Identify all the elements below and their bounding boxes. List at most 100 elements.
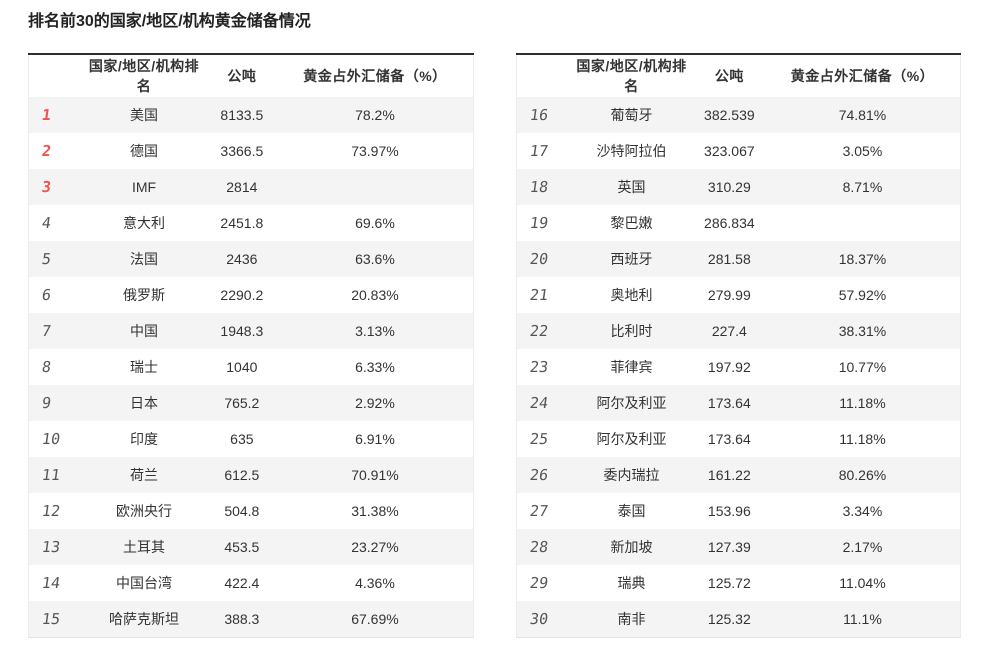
table-row: 1 美国 8133.5 78.2% bbox=[28, 97, 473, 133]
rank-cell: 23 bbox=[516, 349, 569, 385]
rank-number: 24 bbox=[528, 394, 549, 412]
table-row: 24 阿尔及利亚 173.64 11.18% bbox=[516, 385, 961, 421]
rank-cell: 17 bbox=[516, 133, 569, 169]
table-row: 6 俄罗斯 2290.2 20.83% bbox=[29, 277, 474, 313]
rank-number: 11 bbox=[40, 466, 62, 484]
rank-number: 15 bbox=[40, 609, 62, 628]
rank-number: 29 bbox=[528, 574, 549, 592]
rank-cell: 28 bbox=[516, 529, 569, 565]
rank-number: 4 bbox=[40, 214, 53, 232]
tonnes-cell: 173.64 bbox=[707, 395, 751, 411]
tonnes-cell: 125.32 bbox=[707, 610, 751, 627]
rank-number: 2 bbox=[40, 142, 53, 160]
tonnes-cell: 286.834 bbox=[704, 215, 755, 231]
table-body-1: 1 美国 8133.5 78.2% 2 德国 3366.5 73.97% 3 IMF 2814 4 意大… bbox=[28, 97, 474, 637]
table-row: 11 荷兰 612.5 70.91% bbox=[28, 457, 473, 493]
table-row: 26 委内瑞拉 161.22 80.26% bbox=[516, 457, 961, 493]
rank-cell: 25 bbox=[516, 421, 569, 457]
rank-number: 23 bbox=[528, 358, 549, 376]
column-header-gold-fx-percent: 黄金占外汇储备（%） bbox=[277, 54, 473, 98]
country-cell: 美国 bbox=[130, 107, 159, 124]
gold-fx-percent-cell: 3.05% bbox=[842, 143, 883, 159]
rank-number: 12 bbox=[40, 502, 62, 520]
table-row: 19 黎巴嫩 286.834 bbox=[516, 205, 961, 241]
country-cell: 葡萄牙 bbox=[610, 107, 653, 124]
country-cell: 瑞典 bbox=[617, 575, 646, 591]
table-row: 2 德国 3366.5 73.97% bbox=[29, 133, 474, 169]
table-row: 12 欧洲央行 504.8 31.38% bbox=[29, 493, 474, 529]
rank-number: 8 bbox=[40, 358, 53, 376]
tonnes-cell: 227.4 bbox=[711, 323, 747, 339]
country-cell: 委内瑞拉 bbox=[603, 467, 660, 483]
tonnes-cell: 504.8 bbox=[224, 503, 260, 519]
rank-cell: 27 bbox=[516, 493, 569, 529]
country-cell: 南非 bbox=[617, 610, 646, 627]
rank-number: 3 bbox=[40, 178, 53, 196]
gold-reserves-table-ranks-16-30: 国家/地区/机构排名 公吨 黄金占外汇储备（%） 16 葡萄牙 382.539 74.… bbox=[515, 53, 961, 638]
table-body-2: 16 葡萄牙 382.539 74.81% 17 沙特阿拉伯 323.067 3.05% 18 英… bbox=[516, 97, 961, 637]
table-row: 15 哈萨克斯坦 388.3 67.69% bbox=[28, 601, 473, 637]
tonnes-cell: 281.58 bbox=[707, 251, 751, 267]
rank-number: 28 bbox=[528, 538, 549, 556]
table-row: 8 瑞士 1040 6.33% bbox=[29, 349, 474, 385]
column-header-rank bbox=[516, 54, 570, 98]
rank-number: 14 bbox=[40, 574, 62, 592]
gold-fx-percent-cell: 3.34% bbox=[842, 503, 883, 519]
table-row: 3 IMF 2814 bbox=[28, 169, 473, 205]
tonnes-cell: 3366.5 bbox=[220, 143, 264, 159]
page-title: 排名前30的国家/地区/机构黄金储备情况 bbox=[28, 13, 311, 30]
gold-fx-percent-cell: 11.04% bbox=[839, 575, 886, 591]
rank-cell: 14 bbox=[29, 565, 82, 601]
tonnes-cell: 310.29 bbox=[707, 179, 751, 195]
table-row: 18 英国 310.29 8.71% bbox=[516, 169, 961, 205]
tonnes-cell: 323.067 bbox=[704, 143, 755, 159]
rank-cell: 4 bbox=[29, 205, 82, 241]
rank-number: 1 bbox=[40, 106, 53, 125]
tonnes-cell: 765.2 bbox=[224, 395, 260, 411]
tonnes-cell: 1948.3 bbox=[220, 323, 264, 339]
country-cell: 中国台湾 bbox=[116, 575, 173, 591]
rank-number: 10 bbox=[40, 430, 62, 448]
country-cell: 土耳其 bbox=[123, 539, 166, 555]
gold-fx-percent-cell: 8.71% bbox=[842, 179, 883, 195]
tonnes-cell: 153.96 bbox=[707, 503, 751, 519]
country-cell: 比利时 bbox=[610, 323, 653, 339]
gold-fx-percent-cell: 74.81% bbox=[838, 107, 887, 124]
country-cell: 意大利 bbox=[123, 215, 166, 231]
rank-number: 17 bbox=[528, 142, 549, 160]
tonnes-cell: 2290.2 bbox=[220, 287, 264, 303]
table-row: 21 奥地利 279.99 57.92% bbox=[516, 277, 961, 313]
country-cell: 新加坡 bbox=[610, 539, 653, 555]
column-header-tonnes: 公吨 bbox=[206, 54, 278, 98]
gold-fx-percent-cell: 2.92% bbox=[355, 395, 395, 411]
rank-cell: 1 bbox=[29, 97, 82, 133]
rank-cell: 19 bbox=[516, 205, 569, 241]
country-cell: 泰国 bbox=[617, 503, 646, 519]
column-header-country: 国家/地区/机构排名 bbox=[81, 54, 207, 98]
country-cell: 黎巴嫩 bbox=[610, 215, 653, 231]
rank-cell: 16 bbox=[516, 97, 569, 133]
gold-fx-percent-cell: 80.26% bbox=[838, 467, 887, 483]
table-row: 16 葡萄牙 382.539 74.81% bbox=[516, 97, 961, 133]
tonnes-cell: 125.72 bbox=[707, 575, 751, 591]
rank-cell: 13 bbox=[29, 529, 82, 565]
country-cell: 荷兰 bbox=[130, 467, 159, 483]
country-cell: 沙特阿拉伯 bbox=[596, 143, 667, 159]
tonnes-cell: 2451.8 bbox=[220, 215, 264, 231]
tonnes-cell: 422.4 bbox=[224, 575, 260, 591]
gold-fx-percent-cell: 67.69% bbox=[351, 610, 399, 627]
rank-number: 30 bbox=[528, 609, 549, 628]
country-cell: 俄罗斯 bbox=[123, 287, 166, 303]
table-row: 14 中国台湾 422.4 4.36% bbox=[29, 565, 474, 601]
tables-container: 国家/地区/机构排名 公吨 黄金占外汇储备（%） 1 美国 8133.5 78.2% 2… bbox=[28, 53, 961, 638]
rank-cell: 30 bbox=[516, 601, 569, 637]
table-row: 7 中国 1948.3 3.13% bbox=[28, 313, 473, 349]
rank-cell: 10 bbox=[29, 421, 82, 457]
table-row: 23 菲律宾 197.92 10.77% bbox=[516, 349, 961, 385]
rank-cell: 20 bbox=[516, 241, 569, 277]
gold-fx-percent-cell bbox=[277, 169, 473, 205]
header-row: 国家/地区/机构排名 公吨 黄金占外汇储备（%） bbox=[28, 54, 473, 98]
rank-number: 20 bbox=[528, 250, 549, 268]
country-cell: 阿尔及利亚 bbox=[596, 395, 667, 411]
